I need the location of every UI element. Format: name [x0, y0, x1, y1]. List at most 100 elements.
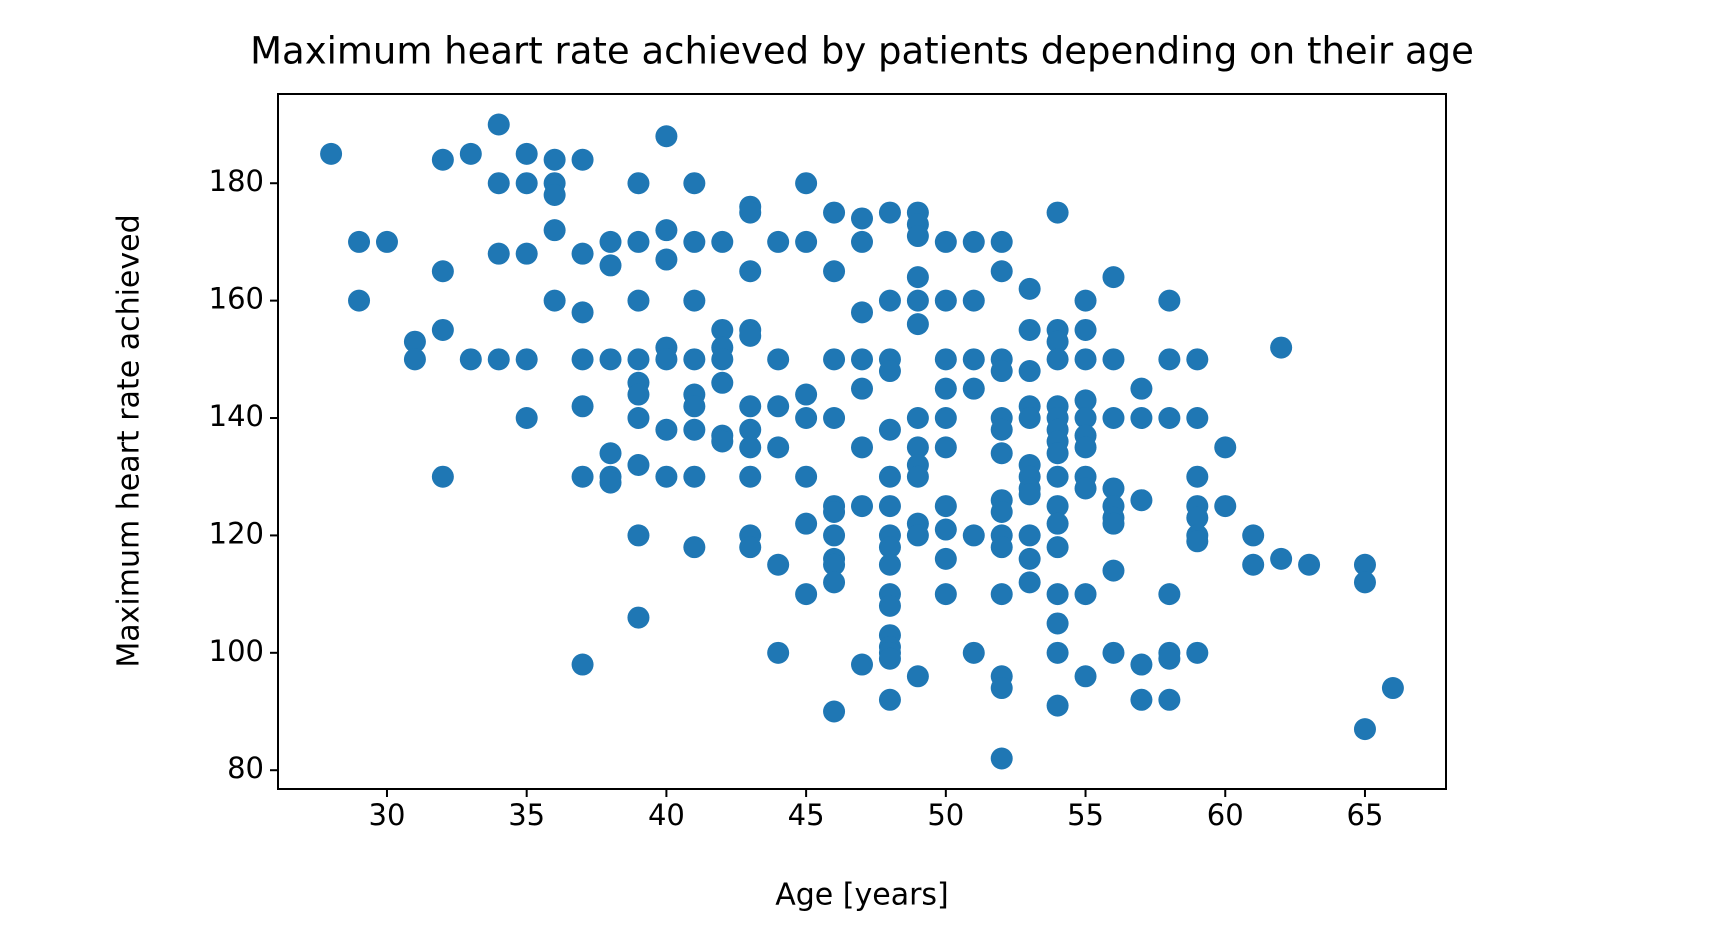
- point: [375, 230, 398, 253]
- point: [683, 465, 706, 488]
- point: [990, 418, 1013, 441]
- point: [739, 260, 762, 283]
- point: [934, 547, 957, 570]
- point: [571, 348, 594, 371]
- y-tick-label: 120: [209, 516, 264, 550]
- point: [683, 172, 706, 195]
- point: [823, 260, 846, 283]
- point: [543, 289, 566, 312]
- point: [934, 436, 957, 459]
- point: [823, 348, 846, 371]
- point: [906, 665, 929, 688]
- point: [655, 348, 678, 371]
- point: [1018, 547, 1041, 570]
- point: [1186, 407, 1209, 430]
- point: [1353, 718, 1376, 741]
- x-tick-label: 60: [1207, 798, 1244, 832]
- point: [823, 524, 846, 547]
- point: [543, 148, 566, 171]
- plot-frame: [277, 93, 1447, 790]
- point: [990, 360, 1013, 383]
- point: [683, 289, 706, 312]
- point: [348, 230, 371, 253]
- point: [655, 465, 678, 488]
- point: [515, 407, 538, 430]
- point: [1186, 465, 1209, 488]
- point: [795, 230, 818, 253]
- point: [655, 248, 678, 271]
- point: [739, 395, 762, 418]
- point: [795, 583, 818, 606]
- point: [739, 536, 762, 559]
- point: [1353, 553, 1376, 576]
- point: [878, 553, 901, 576]
- point: [1018, 318, 1041, 341]
- x-tick-label: 40: [648, 798, 685, 832]
- point: [683, 418, 706, 441]
- point: [878, 465, 901, 488]
- point: [459, 348, 482, 371]
- point: [543, 183, 566, 206]
- point: [990, 536, 1013, 559]
- x-tick-label: 50: [927, 798, 964, 832]
- point: [906, 266, 929, 289]
- point: [515, 242, 538, 265]
- point: [627, 524, 650, 547]
- point: [767, 230, 790, 253]
- point: [934, 518, 957, 541]
- point: [487, 172, 510, 195]
- point: [1158, 348, 1181, 371]
- point: [962, 641, 985, 664]
- point: [1102, 266, 1125, 289]
- point: [851, 301, 873, 324]
- point: [1074, 665, 1097, 688]
- point: [1214, 436, 1237, 459]
- point: [1102, 641, 1125, 664]
- point: [1074, 477, 1097, 500]
- x-tick-label: 65: [1347, 798, 1384, 832]
- point: [431, 465, 454, 488]
- y-tick-label: 180: [209, 164, 264, 198]
- point: [962, 348, 985, 371]
- y-axis-label: Maximum heart rate achieved: [112, 214, 147, 667]
- point: [627, 383, 650, 406]
- point: [906, 465, 929, 488]
- point: [878, 201, 901, 224]
- point: [906, 407, 929, 430]
- chart-title: Maximum heart rate achieved by patients …: [250, 30, 1474, 73]
- point: [1018, 360, 1041, 383]
- point: [1381, 677, 1404, 700]
- point: [1046, 512, 1069, 535]
- point: [795, 512, 818, 535]
- point: [878, 536, 901, 559]
- point: [990, 230, 1013, 253]
- point: [1074, 436, 1097, 459]
- point: [990, 260, 1013, 283]
- y-tick-label: 80: [227, 751, 264, 785]
- point: [739, 201, 762, 224]
- point: [1158, 688, 1181, 711]
- point: [1186, 506, 1209, 529]
- point: [515, 172, 538, 195]
- point: [1018, 407, 1041, 430]
- point: [599, 471, 622, 494]
- point: [1130, 407, 1153, 430]
- point: [1158, 583, 1181, 606]
- y-tick-label: 100: [209, 634, 264, 668]
- point: [1130, 377, 1153, 400]
- point: [1186, 530, 1209, 553]
- point: [1186, 641, 1209, 664]
- point: [739, 418, 762, 441]
- point: [767, 553, 790, 576]
- point: [627, 289, 650, 312]
- point: [990, 500, 1013, 523]
- point: [1046, 694, 1069, 717]
- point: [1186, 348, 1209, 371]
- point: [906, 289, 929, 312]
- point: [431, 148, 454, 171]
- x-tick-label: 55: [1067, 798, 1104, 832]
- point: [767, 348, 790, 371]
- point: [878, 289, 901, 312]
- point: [990, 677, 1013, 700]
